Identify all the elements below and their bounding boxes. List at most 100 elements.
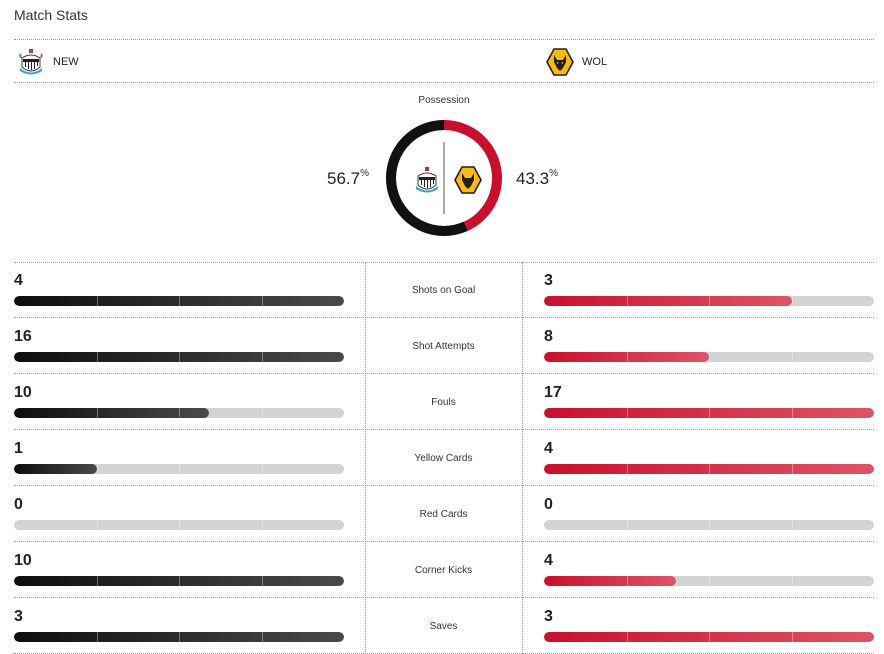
column-divider xyxy=(365,262,366,654)
bar-tick xyxy=(709,296,710,306)
away-stat-bar xyxy=(544,520,874,530)
bar-tick xyxy=(96,632,98,642)
bar-tick xyxy=(791,520,793,530)
home-stat-bar xyxy=(14,408,344,418)
bar-tick xyxy=(179,520,180,530)
column-divider xyxy=(522,262,523,654)
bar-tick xyxy=(179,352,180,362)
home-stat-value: 3 xyxy=(14,608,23,625)
bar-tick xyxy=(96,520,98,530)
home-stat-bar-fill xyxy=(14,576,344,586)
bar-tick xyxy=(791,408,793,418)
stat-label: Shots on Goal xyxy=(411,284,476,296)
away-stat-value: 4 xyxy=(544,552,553,569)
bar-tick xyxy=(96,576,98,586)
away-team-header[interactable]: WOL xyxy=(545,47,607,77)
stat-label: Yellow Cards xyxy=(414,452,473,464)
stat-row: 10 4 Corner Kicks xyxy=(0,542,884,598)
stat-label: Shot Attempts xyxy=(412,340,475,352)
away-stat-bar-fill xyxy=(544,408,874,418)
home-stat-value: 0 xyxy=(14,496,23,513)
bar-tick xyxy=(791,352,793,362)
home-stat-bar xyxy=(14,296,344,306)
bar-tick xyxy=(626,520,628,530)
away-stat-value: 8 xyxy=(544,328,553,345)
home-stat-bar xyxy=(14,632,344,642)
bar-tick xyxy=(96,352,98,362)
away-team-abbr: WOL xyxy=(582,56,608,68)
away-stat-bar-fill xyxy=(544,464,874,474)
bar-tick xyxy=(261,520,263,530)
away-stat-bar xyxy=(544,408,874,418)
home-stat-bar-fill xyxy=(14,464,97,474)
bar-tick xyxy=(261,632,263,642)
stat-row: 3 3 Saves xyxy=(0,598,884,654)
home-stat-value: 16 xyxy=(14,328,32,345)
bar-tick xyxy=(261,296,263,306)
home-team-abbr: NEW xyxy=(53,56,79,68)
home-stat-bar-fill xyxy=(14,408,209,418)
divider xyxy=(14,597,874,598)
home-stat-value: 4 xyxy=(14,272,23,289)
bar-tick xyxy=(626,464,628,474)
bar-tick xyxy=(791,576,793,586)
away-stat-value: 3 xyxy=(544,272,553,289)
page-title: Match Stats xyxy=(14,7,88,23)
home-stat-bar-fill xyxy=(14,632,344,642)
home-stat-bar-fill xyxy=(14,296,344,306)
away-stat-value: 3 xyxy=(544,608,553,625)
away-stat-bar-fill xyxy=(544,632,874,642)
bar-tick xyxy=(96,464,98,474)
away-stat-bar xyxy=(544,576,874,586)
bar-tick xyxy=(626,352,628,362)
away-stat-bar xyxy=(544,632,874,642)
away-stat-bar-fill xyxy=(544,576,676,586)
divider xyxy=(14,373,874,374)
bar-tick xyxy=(791,632,793,642)
bar-tick xyxy=(179,576,180,586)
bar-tick xyxy=(709,520,710,530)
away-possession-value: 43.3% xyxy=(516,168,558,188)
bar-tick xyxy=(626,576,628,586)
divider xyxy=(14,429,874,430)
divider xyxy=(14,82,874,83)
bar-tick xyxy=(96,296,98,306)
home-stat-bar xyxy=(14,352,344,362)
bar-tick xyxy=(626,632,628,642)
bar-tick xyxy=(626,408,628,418)
home-stat-value: 10 xyxy=(14,384,32,401)
bar-tick xyxy=(791,296,793,306)
home-stat-value: 10 xyxy=(14,552,32,569)
newcastle-crest-icon xyxy=(416,167,438,193)
away-stat-bar xyxy=(544,464,874,474)
away-stat-bar xyxy=(544,296,874,306)
bar-tick xyxy=(709,576,710,586)
away-stat-bar-fill xyxy=(544,296,792,306)
stat-row: 10 17 Fouls xyxy=(0,374,884,430)
stat-label: Saves xyxy=(429,620,458,632)
away-stat-value: 17 xyxy=(544,384,562,401)
bar-tick xyxy=(709,408,710,418)
bar-tick xyxy=(261,576,263,586)
home-stat-bar xyxy=(14,464,344,474)
stat-row: 0 0 Red Cards xyxy=(0,486,884,542)
bar-tick xyxy=(179,408,180,418)
possession-donut xyxy=(386,120,502,236)
bar-tick xyxy=(791,464,793,474)
bar-tick xyxy=(179,296,180,306)
bar-tick xyxy=(261,464,263,474)
divider xyxy=(14,541,874,542)
home-stat-bar xyxy=(14,576,344,586)
divider xyxy=(14,485,874,486)
wolves-crest-icon xyxy=(545,47,575,77)
stat-label: Fouls xyxy=(431,396,456,408)
stat-label: Corner Kicks xyxy=(414,564,473,576)
bar-tick xyxy=(179,464,180,474)
home-team-header[interactable]: NEW xyxy=(16,47,79,77)
wolves-crest-icon xyxy=(454,166,482,194)
home-stat-bar-fill xyxy=(14,352,344,362)
bar-tick xyxy=(626,296,628,306)
stat-row: 16 8 Shot Attempts xyxy=(0,318,884,374)
bar-tick xyxy=(179,632,180,642)
home-possession-arc xyxy=(386,120,468,236)
